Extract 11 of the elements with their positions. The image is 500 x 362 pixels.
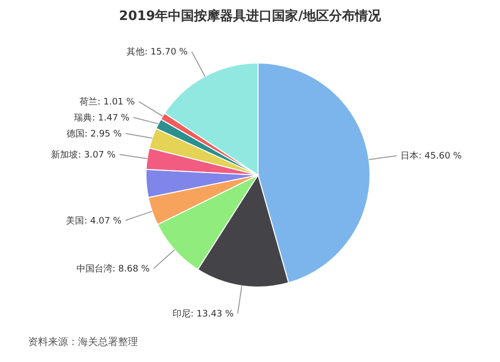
slice-label: 其他: 15.70 % [126,46,188,58]
chart-title: 2019年中国按摩器具进口国家/地区分布情况 [119,8,382,24]
slice-label: 日本: 45.60 % [400,150,462,162]
slice-label: 德国: 2.95 % [66,128,122,140]
slice-label: 新加坡: 3.07 % [51,150,116,161]
slice-label: 瑞典: 1.47 % [74,112,130,124]
slice-label: 荷兰: 1.01 % [79,96,136,108]
slice-label: 印尼: 13.43 % [172,308,234,320]
text: 资料来源：海关总署整理 [28,336,138,348]
slice-label: 中国台湾: 8.68 % [76,263,150,274]
slice-label: 美国: 4.07 % [66,215,122,226]
